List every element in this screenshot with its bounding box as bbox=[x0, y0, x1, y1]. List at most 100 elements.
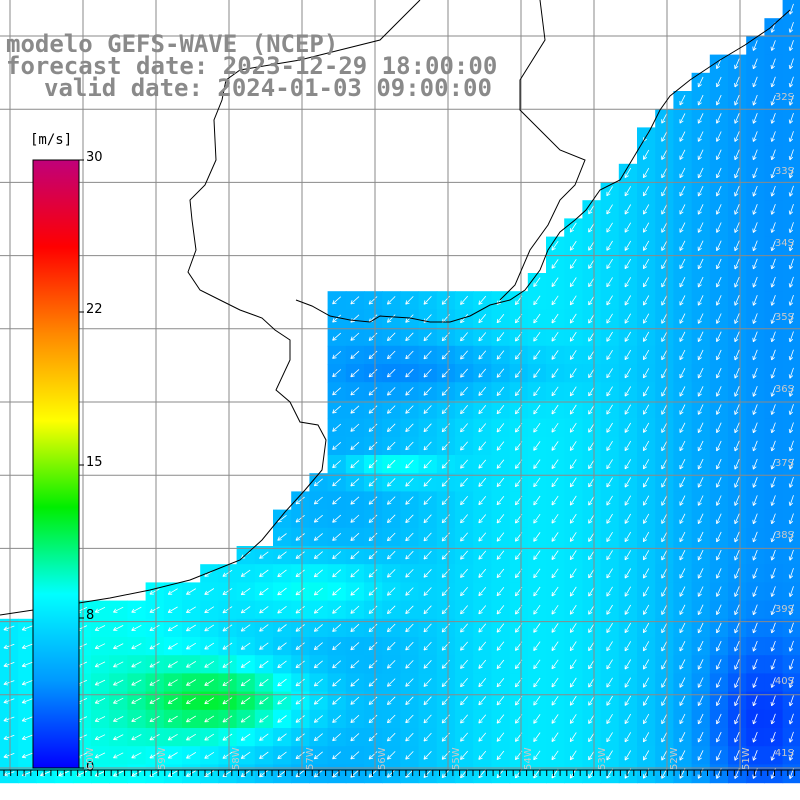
wind-cell bbox=[582, 637, 602, 656]
wind-arrow bbox=[661, 331, 668, 342]
wind-cell bbox=[655, 400, 674, 420]
wind-arrow bbox=[770, 204, 776, 215]
wind-cell bbox=[582, 728, 602, 747]
wind-cell bbox=[618, 218, 638, 238]
wind-arrow bbox=[149, 734, 160, 741]
wind-arrow bbox=[588, 532, 595, 542]
wind-cell bbox=[400, 691, 420, 711]
wind-arrow bbox=[752, 404, 758, 415]
wind-arrow bbox=[113, 734, 124, 741]
wind-arrow bbox=[259, 697, 269, 705]
wind-arrow bbox=[734, 622, 740, 634]
wind-arrow bbox=[551, 422, 559, 433]
lon-label: 54W bbox=[523, 747, 534, 770]
wind-cell bbox=[637, 491, 656, 511]
wind-cell bbox=[655, 145, 674, 165]
wind-arrow bbox=[94, 625, 106, 631]
wind-arrow bbox=[277, 715, 287, 723]
wind-cell bbox=[637, 618, 656, 638]
colorbar bbox=[32, 159, 84, 769]
wind-cell bbox=[673, 218, 693, 238]
wind-cell bbox=[291, 618, 310, 638]
wind-arrow bbox=[770, 513, 776, 525]
wind-arrow bbox=[131, 734, 142, 741]
wind-arrow bbox=[606, 477, 613, 488]
wind-cell bbox=[109, 618, 128, 638]
wind-cell bbox=[600, 491, 620, 511]
wind-cell bbox=[527, 345, 547, 365]
wind-cell bbox=[509, 345, 529, 365]
wind-arrow bbox=[368, 714, 378, 724]
wind-arrow bbox=[368, 460, 378, 469]
wind-arrow bbox=[350, 569, 360, 578]
wind-cell bbox=[382, 418, 401, 438]
wind-arrow bbox=[752, 367, 758, 379]
wind-arrow bbox=[715, 349, 722, 361]
wind-cell bbox=[473, 327, 492, 347]
wind-arrow bbox=[679, 331, 686, 342]
wind-arrow bbox=[368, 514, 378, 523]
wind-arrow bbox=[387, 387, 396, 396]
wind-cell bbox=[309, 746, 329, 765]
wind-arrow bbox=[661, 131, 668, 142]
wind-arrow bbox=[405, 296, 414, 305]
wind-arrow bbox=[679, 750, 686, 761]
wind-arrow bbox=[734, 131, 740, 142]
wind-arrow bbox=[715, 331, 722, 343]
wind-cell bbox=[418, 728, 438, 747]
wind-arrow bbox=[569, 422, 577, 433]
wind-arrow bbox=[387, 732, 396, 742]
wind-arrow bbox=[770, 549, 776, 561]
wind-arrow bbox=[588, 350, 595, 360]
wind-cell bbox=[345, 345, 365, 365]
wind-arrow bbox=[661, 386, 668, 397]
wind-arrow bbox=[770, 458, 776, 470]
wind-cell bbox=[564, 418, 583, 438]
wind-arrow bbox=[734, 495, 740, 506]
wind-cell bbox=[418, 691, 438, 711]
wind-arrow bbox=[259, 624, 269, 632]
wind-cell bbox=[655, 218, 674, 238]
wind-cell bbox=[382, 728, 401, 747]
wind-arrow bbox=[405, 714, 414, 724]
wind-cell bbox=[618, 673, 638, 693]
lat-label: 39S bbox=[774, 604, 794, 615]
wind-arrow bbox=[460, 514, 469, 524]
wind-arrow bbox=[697, 276, 704, 288]
wind-arrow bbox=[551, 732, 559, 742]
wind-arrow bbox=[368, 569, 378, 578]
wind-arrow bbox=[478, 750, 487, 760]
colorbar-tick-15: 15 bbox=[86, 455, 103, 470]
wind-cell bbox=[436, 746, 456, 765]
wind-arrow bbox=[131, 661, 142, 668]
wind-arrow bbox=[697, 295, 704, 306]
wind-arrow bbox=[661, 313, 668, 324]
wind-arrow bbox=[368, 478, 378, 487]
wind-arrow bbox=[734, 458, 740, 470]
wind-arrow bbox=[405, 350, 414, 360]
wind-cell bbox=[637, 527, 656, 547]
wind-arrow bbox=[277, 660, 287, 669]
wind-arrow bbox=[405, 623, 414, 633]
wind-cell bbox=[473, 655, 492, 674]
wind-arrow bbox=[624, 622, 632, 634]
wind-cell bbox=[655, 637, 674, 656]
wind-arrow bbox=[313, 678, 323, 687]
wind-cell bbox=[546, 473, 565, 492]
wind-arrow bbox=[533, 568, 541, 579]
wind-arrow bbox=[277, 624, 287, 632]
wind-arrow bbox=[661, 495, 668, 506]
wind-arrow bbox=[460, 696, 469, 706]
wind-cell bbox=[546, 236, 565, 256]
wind-cell bbox=[309, 546, 329, 565]
wind-cell bbox=[109, 637, 128, 656]
wind-cell bbox=[527, 764, 547, 784]
wind-cell bbox=[637, 546, 656, 565]
wind-cell bbox=[200, 564, 219, 583]
wind-cell bbox=[637, 473, 656, 492]
wind-arrow bbox=[715, 94, 722, 106]
wind-arrow bbox=[770, 440, 776, 452]
wind-cell bbox=[327, 564, 347, 583]
wind-cell bbox=[327, 673, 347, 693]
wind-arrow bbox=[734, 349, 740, 361]
